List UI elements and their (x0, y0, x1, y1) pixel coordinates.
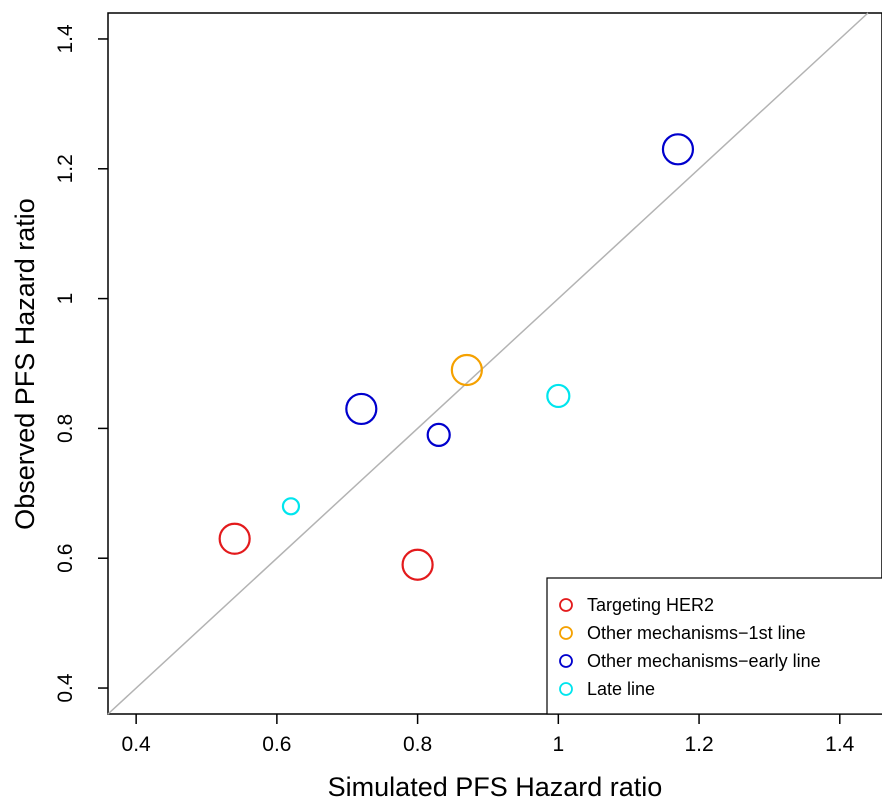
data-point (546, 383, 571, 409)
data-point (401, 548, 434, 581)
x-tick-label: 1.2 (684, 733, 713, 756)
y-tick-label: 0.4 (54, 673, 77, 703)
legend-label: Late line (587, 679, 655, 699)
x-tick-label: 1 (552, 733, 564, 756)
y-tick-label: 1.4 (54, 24, 77, 54)
legend-label: Targeting HER2 (587, 595, 714, 615)
y-axis: 0.4 0.6 0.8 1 1.2 1.4 (54, 24, 108, 703)
legend-marker (559, 598, 573, 612)
legend-label: Other mechanisms−early line (587, 651, 821, 671)
data-point (426, 422, 451, 447)
x-tick-label: 0.6 (262, 733, 291, 756)
legend-marker (559, 626, 573, 640)
x-tick-label: 1.4 (825, 733, 855, 756)
y-tick-label: 1 (54, 293, 77, 305)
x-tick-label: 0.4 (122, 733, 152, 756)
legend-marker (559, 654, 573, 668)
legend-marker (559, 682, 573, 696)
data-point (281, 497, 301, 516)
data-points (218, 133, 695, 581)
y-tick-label: 0.6 (54, 544, 77, 573)
legend-box (546, 577, 882, 715)
legend: Targeting HER2 Other mechanisms−1st line O… (546, 577, 882, 715)
x-tick-label: 0.8 (403, 733, 432, 756)
x-axis: 0.4 0.6 0.8 1 1.2 1.4 (122, 714, 855, 756)
plot-frame (107, 12, 882, 715)
data-point (345, 392, 378, 426)
data-point (218, 522, 251, 555)
y-tick-label: 1.2 (54, 154, 77, 183)
x-axis-title: Simulated PFS Hazard ratio (328, 772, 663, 802)
y-tick-label: 0.8 (54, 414, 77, 443)
data-point (450, 353, 483, 387)
reference-line (107, 12, 869, 715)
legend-label: Other mechanisms−1st line (587, 623, 806, 643)
data-point (661, 133, 695, 166)
y-axis-title: Observed PFS Hazard ratio (10, 198, 40, 530)
